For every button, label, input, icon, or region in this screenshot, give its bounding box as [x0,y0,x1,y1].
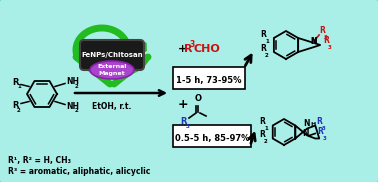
Text: R¹, R² = H, CH₃: R¹, R² = H, CH₃ [8,155,71,165]
Text: 3: 3 [328,45,332,50]
Text: N: N [310,37,316,46]
FancyBboxPatch shape [80,40,144,70]
Text: 1: 1 [17,84,21,90]
Text: R: R [180,116,186,126]
Text: External: External [97,64,127,70]
Text: NH: NH [66,77,79,86]
Text: R: R [316,116,322,126]
Text: 3: 3 [190,40,195,49]
Text: N: N [302,130,308,139]
Text: CHO: CHO [193,44,220,54]
Text: 1-5 h, 73-95%: 1-5 h, 73-95% [176,76,242,84]
Text: EtOH, r.t.: EtOH, r.t. [92,102,132,111]
Text: R³ = aromatic, aliphatic, alicyclic: R³ = aromatic, aliphatic, alicyclic [8,167,150,175]
Text: R: R [12,78,19,87]
Text: N: N [303,120,310,128]
Text: 2: 2 [75,84,79,88]
Text: 3: 3 [324,35,328,40]
Text: 3: 3 [186,124,190,129]
Text: 3: 3 [321,126,325,130]
Text: O: O [195,94,202,103]
Text: R: R [259,117,265,126]
Text: 3: 3 [322,136,326,141]
Text: 1: 1 [264,126,268,131]
Text: R: R [319,26,325,35]
FancyBboxPatch shape [173,67,245,89]
Text: R: R [323,36,329,45]
FancyBboxPatch shape [173,125,251,147]
Text: +: + [178,44,191,54]
Text: 2: 2 [264,139,268,144]
Text: 2: 2 [17,108,21,112]
Text: 2: 2 [75,108,79,114]
Text: N: N [310,37,316,46]
Text: Magnet: Magnet [99,72,125,76]
Text: R: R [184,44,192,54]
Text: R: R [317,128,323,136]
Text: R: R [12,101,19,110]
Text: 2: 2 [265,53,269,58]
Text: 0.5-5 h, 85-97%: 0.5-5 h, 85-97% [175,134,249,143]
Ellipse shape [90,61,134,79]
Text: R: R [260,44,266,53]
Text: NH: NH [66,102,79,111]
Text: +: + [178,98,189,111]
Text: R: R [259,130,265,139]
Text: 1: 1 [265,39,269,44]
Text: FeNPs/Chitosan: FeNPs/Chitosan [81,52,143,58]
Text: H: H [310,122,316,128]
Text: R: R [260,30,266,39]
